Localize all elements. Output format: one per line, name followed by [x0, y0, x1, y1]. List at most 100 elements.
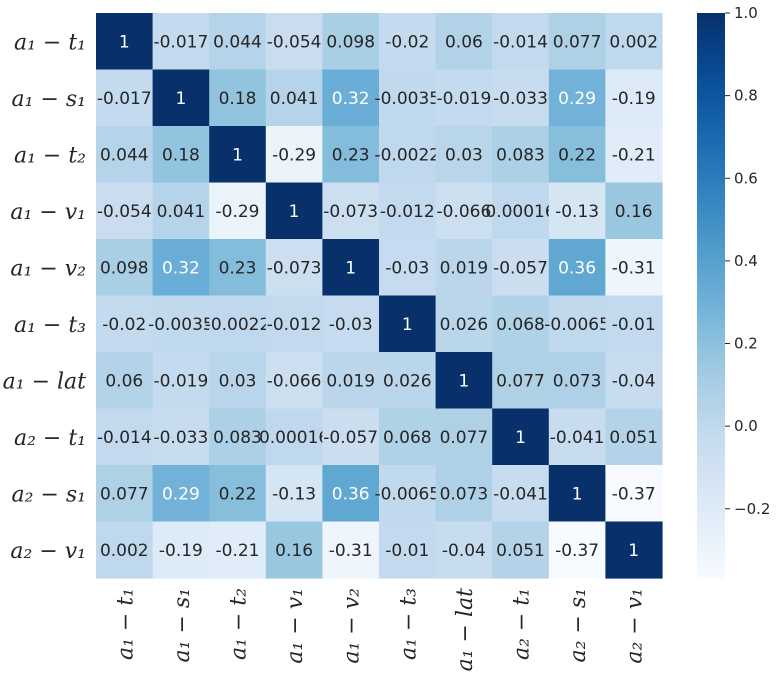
cell-value-label: -0.041 [550, 428, 605, 448]
heatmap-cell-3-3 [265, 182, 323, 240]
cell-value-label: -0.04 [442, 541, 486, 561]
cell-value-label: 0.29 [558, 89, 596, 109]
heatmap-cell-5-4 [322, 295, 380, 353]
cell-value-label: 0.16 [275, 541, 313, 561]
cell-value-label: -0.019 [153, 371, 208, 391]
y-tick-label: a₂ − s₁ [12, 482, 86, 507]
cell-value-label: 0.03 [445, 145, 483, 165]
cell-value-label: -0.13 [555, 202, 599, 222]
heatmap-cell-3-6 [435, 182, 493, 240]
heatmap-cell-1-0 [96, 69, 154, 127]
cell-value-label: 0.041 [157, 202, 206, 222]
heatmap-cell-4-4 [322, 239, 380, 297]
cell-value-label: 1 [119, 32, 130, 52]
cell-value-label: 0.18 [162, 145, 200, 165]
heatmap-cell-1-7 [492, 69, 550, 127]
heatmap-cell-0-1 [152, 13, 210, 71]
cell-value-label: -0.041 [493, 484, 548, 504]
cell-value-label: 0.32 [162, 258, 200, 278]
heatmap-cell-7-7 [492, 408, 550, 466]
heatmap-cell-0-7 [492, 13, 550, 71]
heatmap-cell-4-2 [209, 239, 267, 297]
cell-value-label: -0.014 [97, 428, 152, 448]
cell-value-label: 0.23 [219, 258, 257, 278]
cell-value-label: 0.068 [496, 315, 545, 335]
heatmap-cell-7-4 [322, 408, 380, 466]
heatmap-cell-8-6 [435, 465, 493, 523]
heatmap-cell-7-2 [209, 408, 267, 466]
heatmap-cell-3-1 [152, 182, 210, 240]
cell-value-label: 1 [175, 89, 186, 109]
cell-value-label: 0.051 [609, 428, 658, 448]
cell-value-label: 0.044 [213, 32, 262, 52]
heatmap-cell-2-8 [548, 126, 606, 184]
heatmap-cell-3-9 [605, 182, 663, 240]
heatmap-cell-9-7 [492, 521, 550, 579]
colorbar-tick-label: 1.0 [734, 4, 758, 22]
heatmap-cell-8-1 [152, 465, 210, 523]
cell-value-label: -0.073 [323, 202, 378, 222]
heatmap-cell-1-2 [209, 69, 267, 127]
cell-value-label: 0.041 [270, 89, 319, 109]
heatmap-cell-7-6 [435, 408, 493, 466]
cell-value-label: -0.057 [323, 428, 378, 448]
cell-value-label: 0.073 [553, 371, 602, 391]
cell-value-label: 0.026 [383, 371, 432, 391]
heatmap-cell-9-6 [435, 521, 493, 579]
heatmap-cell-5-8 [548, 295, 606, 353]
cell-value-label: 0.18 [219, 89, 257, 109]
heatmap-cell-4-3 [265, 239, 323, 297]
cell-value-label: -0.19 [612, 89, 656, 109]
heatmap-cell-5-3 [265, 295, 323, 353]
y-tick-label: a₁ − t₂ [14, 143, 86, 168]
cell-value-label: -0.37 [612, 484, 656, 504]
x-tick-labels: a₁ − t₁ a₁ − s₁ a₁ − t₂ a₁ − v₁ a₁ − v₂ a₁ − … [113, 588, 647, 672]
heatmap-cell-9-9 [605, 521, 663, 579]
cell-value-label: 0.044 [100, 145, 149, 165]
heatmap-cell-6-8 [548, 352, 606, 410]
cell-value-label: 1 [232, 145, 243, 165]
heatmap-cell-6-6 [435, 352, 493, 410]
cell-value-label: 1 [289, 202, 300, 222]
cell-value-label: 0.077 [100, 484, 149, 504]
heatmap-cell-4-6 [435, 239, 493, 297]
cell-value-label: -0.014 [493, 32, 548, 52]
heatmap-cell-6-0 [96, 352, 154, 410]
heatmap-cell-0-5 [379, 13, 437, 71]
x-tick-label: a₁ − v₁ [283, 588, 308, 664]
heatmap-cell-1-4 [322, 69, 380, 127]
heatmap-cell-8-4 [322, 465, 380, 523]
heatmap-cell-3-0 [96, 182, 154, 240]
y-tick-label: a₁ − lat [3, 369, 87, 394]
cell-value-label: -0.0035 [374, 89, 440, 109]
heatmap-cell-3-2 [209, 182, 267, 240]
heatmap-cell-6-4 [322, 352, 380, 410]
cell-value-label: -0.29 [272, 145, 316, 165]
heatmap-cell-2-5 [379, 126, 437, 184]
cell-value-label: -0.066 [267, 371, 322, 391]
heatmap-cell-3-5 [379, 182, 437, 240]
cell-value-label: -0.01 [385, 541, 429, 561]
cell-value-label: 0.00016 [259, 428, 329, 448]
heatmap-cell-5-1 [152, 295, 210, 353]
cell-value-label: 0.22 [558, 145, 596, 165]
cell-value-label: -0.37 [555, 541, 599, 561]
cell-value-label: -0.31 [612, 258, 656, 278]
cell-value-label: -0.0035 [148, 315, 214, 335]
y-tick-labels: a₁ − t₁ a₁ − s₁ a₁ − t₂ a₁ − v₁ a₁ − v₂ a₁ − … [3, 30, 87, 564]
heatmap-cell-5-0 [96, 295, 154, 353]
heatmap-cell-9-4 [322, 521, 380, 579]
heatmap-cell-0-0 [96, 13, 154, 71]
cell-value-label: 0.06 [105, 371, 143, 391]
cell-value-label: -0.19 [159, 541, 203, 561]
x-tick-label: a₁ − lat [453, 588, 478, 672]
cell-value-label: -0.01 [612, 315, 656, 335]
heatmap-cell-0-3 [265, 13, 323, 71]
heatmap-cell-8-7 [492, 465, 550, 523]
cell-value-label: 0.077 [496, 371, 545, 391]
heatmap-cell-1-6 [435, 69, 493, 127]
cell-value-label: 0.083 [213, 428, 262, 448]
heatmap-cell-5-7 [492, 295, 550, 353]
y-tick-label: a₁ − v₁ [10, 200, 86, 225]
heatmap-cell-4-5 [379, 239, 437, 297]
